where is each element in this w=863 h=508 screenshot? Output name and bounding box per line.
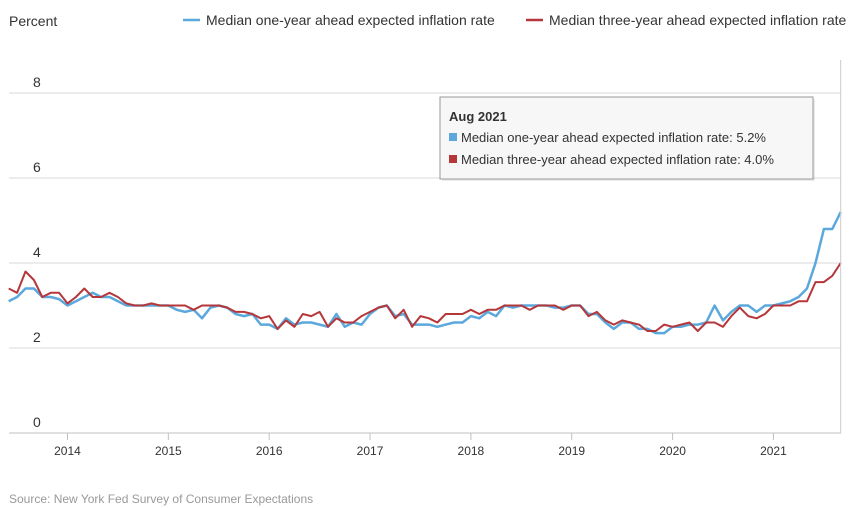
y-tick-label: 6 (33, 159, 41, 175)
x-axis: 2014 2015 2016 2017 2018 2019 2020 2021 (9, 432, 841, 458)
tooltip-title: Aug 2021 (449, 109, 507, 124)
y-tick-label: 0 (33, 414, 41, 430)
y-axis-title: Percent (9, 13, 57, 29)
legend[interactable]: Median one-year ahead expected inflation… (183, 12, 847, 28)
source-note: Source: New York Fed Survey of Consumer … (9, 492, 313, 506)
x-tick-label: 2015 (155, 444, 182, 458)
plot-area (8, 60, 842, 433)
x-tick-label: 2019 (558, 444, 585, 458)
x-tick-label: 2020 (659, 444, 686, 458)
x-tick-label: 2014 (54, 444, 81, 458)
tooltip-row-three-year: Median three-year ahead expected inflati… (461, 152, 774, 167)
gridlines (9, 92, 841, 349)
y-tick-label: 8 (33, 74, 41, 90)
x-tick-label: 2021 (760, 444, 787, 458)
tooltip: Aug 2021 Median one-year ahead expected … (439, 96, 815, 181)
x-tick-label: 2018 (458, 444, 485, 458)
y-tick-label: 4 (33, 244, 41, 260)
y-tick-label: 2 (33, 329, 41, 345)
tooltip-swatch-one-year (449, 133, 457, 141)
x-tick-label: 2017 (357, 444, 384, 458)
tooltip-swatch-three-year (449, 155, 457, 163)
legend-label-one-year[interactable]: Median one-year ahead expected inflation… (206, 12, 495, 28)
tooltip-row-one-year: Median one-year ahead expected inflation… (461, 130, 766, 145)
series-line-three-year[interactable] (8, 262, 842, 332)
x-tick-label: 2016 (256, 444, 283, 458)
y-tick-labels: 0 2 4 6 8 (33, 74, 41, 430)
legend-label-three-year[interactable]: Median three-year ahead expected inflati… (549, 12, 847, 28)
tooltip-box (439, 96, 814, 180)
series-line-one-year[interactable] (8, 211, 842, 335)
